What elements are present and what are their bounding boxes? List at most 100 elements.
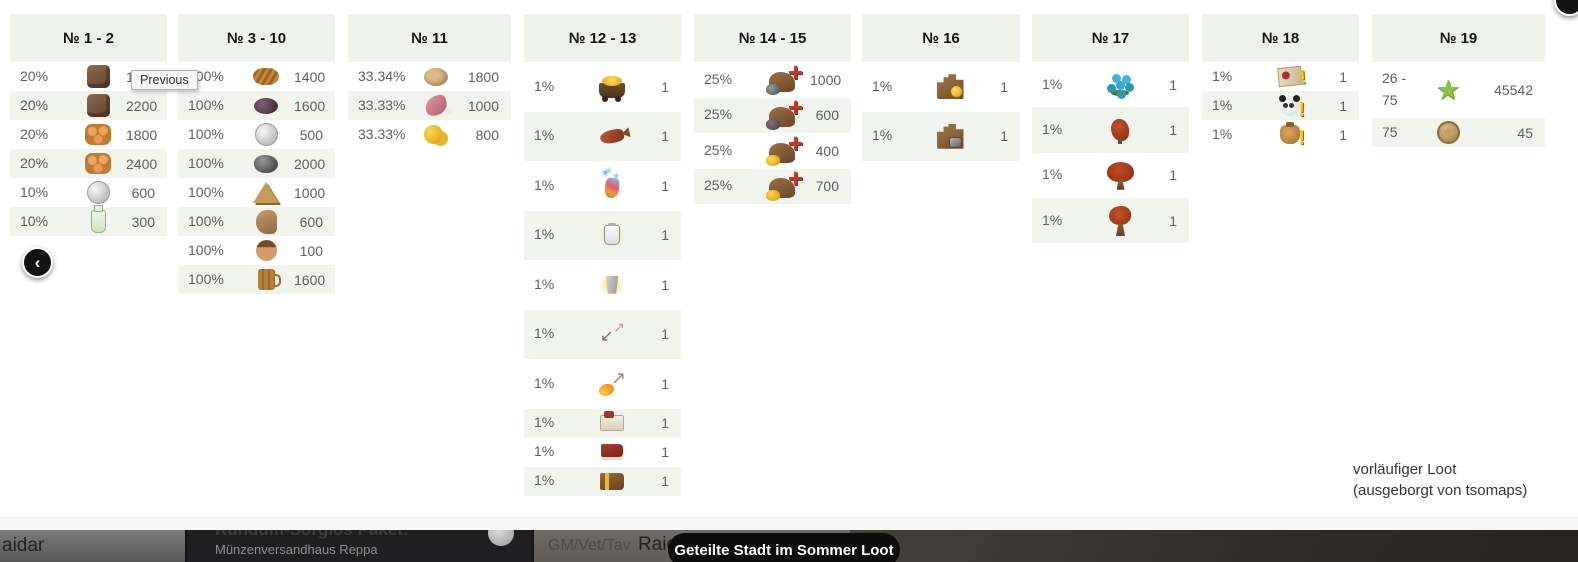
icon-cell [1262, 122, 1318, 148]
drop-chance: 20% [20, 96, 49, 113]
drop-chance: 100% [188, 125, 224, 142]
coal-icon [254, 154, 278, 173]
icon-cell [1092, 161, 1148, 189]
drop-amount: 1 [661, 177, 669, 194]
previous-button[interactable]: ‹ [22, 247, 53, 278]
note-line-2: (ausgeborgt von tsomaps) [1353, 482, 1528, 499]
beer-icon [257, 269, 281, 290]
loot-column-16: № 16 1% 1 1% 1 [862, 14, 1020, 161]
loot-row: 20% 2200 [10, 91, 167, 120]
drop-chance: 25% [704, 141, 733, 158]
icon-cell [584, 411, 640, 431]
drop-amount: 1 [1169, 212, 1177, 229]
loot-row: 100% 100 [178, 236, 335, 265]
loot-row: 100% 2000 [178, 149, 335, 178]
loot-row: 1% 1 [862, 62, 1020, 112]
loot-row: 25% 600 [694, 94, 851, 133]
next-button-fragment[interactable] [1554, 0, 1578, 16]
adventure-sack-icon [1280, 122, 1305, 148]
loot-column-18: № 18 1% 1 1% 1 1% 1 [1202, 14, 1359, 149]
icon-cell [584, 319, 640, 347]
server-label: GM/Vet/Tav [548, 537, 631, 554]
icon-cell [238, 97, 294, 114]
drop-chance: 1% [872, 127, 893, 144]
column-header: № 19 [1372, 14, 1545, 62]
red-book-icon [601, 444, 623, 460]
drop-amount: 1 [1339, 126, 1347, 143]
level: 75 [1382, 123, 1398, 140]
footer-bar: aidar Rundum-Sorglos Paket: Münzenversan… [0, 530, 1578, 562]
icon-cell [70, 153, 126, 174]
icon-cell [238, 209, 294, 234]
icon-cell [922, 74, 978, 100]
footer-right-section [850, 530, 1578, 562]
loot-row: 1% 1 [524, 62, 681, 112]
loot-row: 25% 700 [694, 165, 851, 204]
loot-row: 1% 1 [1202, 91, 1359, 120]
drop-amount: 1600 [294, 97, 326, 114]
icon-cell [754, 130, 810, 166]
fireworks-icon [603, 176, 621, 199]
loot-row: 1% 1 [1202, 62, 1359, 91]
dark-ore-icon [254, 97, 278, 114]
fire-arrows-icon [599, 368, 626, 397]
drop-chance: 1% [534, 325, 555, 342]
drop-amount: 1 [1339, 68, 1347, 85]
loot-row: 1% 1 [524, 359, 681, 409]
icon-cell [754, 94, 810, 131]
page-bottom-strip [0, 517, 1578, 531]
planks-icon [253, 182, 279, 203]
hardwood-icon [86, 65, 110, 88]
pine-logs-icon [85, 153, 111, 174]
drop-chance: 1% [1042, 211, 1063, 228]
icon-cell [1420, 121, 1476, 144]
drop-amount: 1 [1169, 167, 1177, 184]
glowing-bucket-icon [598, 270, 626, 299]
red-bush-icon [1111, 118, 1129, 144]
icon-cell [238, 123, 294, 146]
drop-chance: 20% [20, 125, 49, 142]
iron-mine-icon [936, 123, 964, 149]
provisional-loot-note: vorläufiger Loot (ausgeborgt von tsomaps… [1353, 459, 1527, 501]
xp-range: 26 - 75 [1382, 70, 1407, 108]
icon-cell [408, 93, 464, 118]
coal-deposit-refill-icon [766, 59, 803, 95]
drop-chance: 100% [188, 96, 224, 113]
icon-cell [584, 127, 640, 146]
loot-row: 1% 1 [1032, 62, 1189, 107]
drop-amount: 300 [131, 213, 155, 230]
drop-chance: 25% [704, 106, 733, 123]
drop-chance: 1% [534, 374, 555, 391]
icon-cell [584, 472, 640, 490]
ad-title: Rundum-Sorglos Paket: [215, 530, 409, 540]
loot-title-pill[interactable]: Geteilte Stadt im Sommer Loot [668, 533, 900, 562]
loot-row: 1% 1 [1032, 153, 1189, 198]
drop-chance: 20% [20, 67, 49, 84]
icon-cell [70, 94, 126, 117]
icon-cell [70, 181, 126, 204]
drop-amount: 600 [299, 213, 323, 230]
loot-row: 100% 1400 [178, 62, 335, 91]
drop-chance: 100% [188, 270, 224, 287]
footer-ad-item[interactable]: Rundum-Sorglos Paket: Münzenversandhaus … [185, 530, 532, 562]
icon-cell [238, 68, 294, 85]
drop-chance: 1% [534, 176, 555, 193]
loot-row: 33.34% 1800 [348, 62, 511, 91]
icon-cell [408, 125, 464, 144]
loot-row: 100% 500 [178, 120, 335, 149]
drop-chance: 1% [534, 443, 555, 460]
loot-column-17: № 17 1% 1 1% 1 1% 1 1% 1 [1032, 14, 1189, 244]
icon-cell [584, 368, 640, 397]
drop-chance: 1% [1212, 67, 1233, 84]
gunpowder-icon [86, 181, 110, 204]
loot-row: 100% 600 [178, 207, 335, 236]
icon-cell [238, 154, 294, 173]
drop-amount: 2000 [294, 155, 326, 172]
loot-column-11: № 11 33.34% 1800 33.33% 1000 33.33% 800 [348, 14, 511, 149]
drop-amount: 1 [661, 326, 669, 343]
tome-icon [600, 472, 624, 490]
drop-chance: 1% [534, 226, 555, 243]
pine-logs-icon [85, 124, 111, 145]
loot-column-3-10: № 3 - 10 100% 1400 100% 1600 100% 500 10… [178, 14, 335, 294]
